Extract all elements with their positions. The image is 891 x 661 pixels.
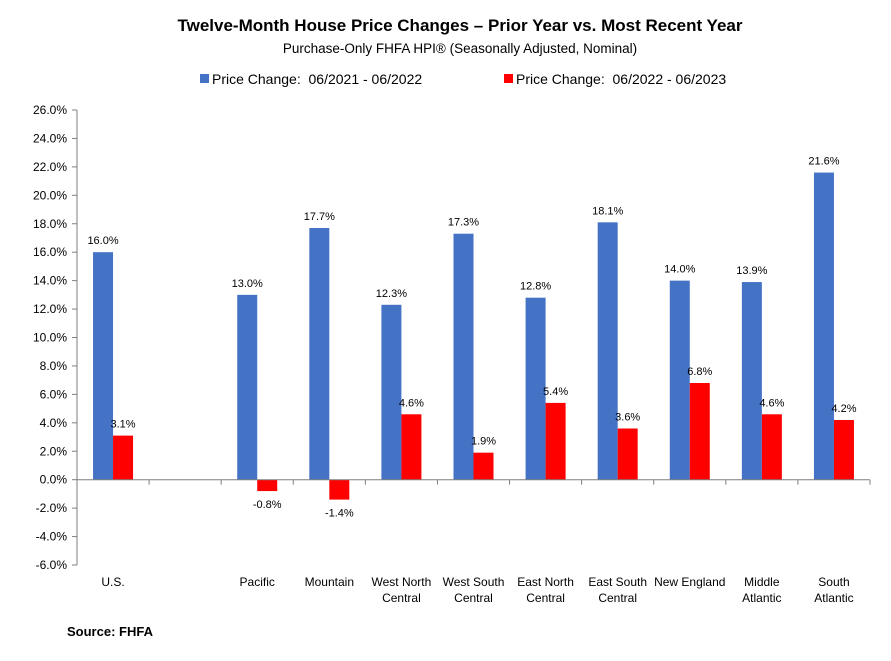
x-category-label: East North — [517, 575, 574, 589]
y-tick-label: 14.0% — [33, 274, 67, 288]
x-category-label: Central — [382, 591, 421, 605]
y-tick-label: 10.0% — [33, 331, 67, 345]
bar-series-2 — [545, 402, 566, 480]
bar-series-1 — [669, 280, 690, 480]
bar-series-2 — [329, 479, 350, 500]
data-label-series-1: 18.1% — [592, 205, 623, 217]
bar-series-2 — [401, 414, 422, 480]
y-tick-label: 22.0% — [33, 160, 67, 174]
data-label-series-1: 13.0% — [232, 278, 263, 290]
data-label-series-2: 4.6% — [759, 397, 784, 409]
y-tick-label: 2.0% — [40, 444, 68, 458]
data-label-series-2: 6.8% — [687, 366, 712, 378]
bar-series-1 — [237, 294, 258, 480]
x-category-label: South — [818, 575, 849, 589]
x-category-label: Central — [598, 591, 637, 605]
x-category-label: Mountain — [305, 575, 354, 589]
bar-series-2 — [617, 428, 638, 480]
y-tick-label: -4.0% — [36, 530, 68, 544]
y-tick-label: 12.0% — [33, 302, 67, 316]
data-label-series-2: 5.4% — [543, 386, 568, 398]
y-tick-label: 4.0% — [40, 416, 68, 430]
y-tick-label: 26.0% — [33, 103, 67, 117]
data-label-series-1: 14.0% — [664, 264, 695, 276]
legend-swatch-series-2 — [504, 74, 513, 83]
y-tick-label: -2.0% — [36, 501, 68, 515]
legend: Price Change: 06/2021 - 06/2022 Price Ch… — [200, 71, 726, 87]
x-category-label: Atlantic — [742, 591, 781, 605]
legend-label-series-1: Price Change: 06/2021 - 06/2022 — [212, 71, 422, 87]
x-category-label: West North — [372, 575, 432, 589]
data-label-series-1: 12.3% — [376, 288, 407, 300]
x-category-label: New England — [654, 575, 725, 589]
chart-title: Twelve-Month House Price Changes – Prior… — [178, 16, 743, 35]
bars — [93, 172, 854, 500]
data-label-series-1: 13.9% — [736, 265, 767, 277]
bar-series-2 — [761, 414, 782, 480]
chart-subtitle: Purchase-Only FHFA HPI® (Seasonally Adju… — [283, 41, 637, 56]
bar-series-1 — [381, 304, 402, 480]
y-tick-label: 8.0% — [40, 359, 68, 373]
legend-swatch-series-1 — [200, 74, 209, 83]
data-label-series-2: -0.8% — [253, 499, 282, 511]
bar-series-1 — [453, 233, 474, 480]
bar-series-2 — [689, 383, 710, 480]
data-label-series-2: -1.4% — [325, 508, 354, 520]
data-label-series-2: 4.2% — [831, 403, 856, 415]
y-tick-label: 6.0% — [40, 387, 68, 401]
x-category-label: Atlantic — [814, 591, 853, 605]
data-label-series-2: 1.9% — [471, 436, 496, 448]
y-tick-label: 24.0% — [33, 131, 67, 145]
legend-label-series-2: Price Change: 06/2022 - 06/2023 — [516, 71, 726, 87]
data-label-series-2: 3.1% — [111, 419, 136, 431]
y-tick-label: 18.0% — [33, 217, 67, 231]
source-note: Source: FHFA — [67, 624, 153, 639]
x-category-label: U.S. — [101, 575, 124, 589]
bar-series-1 — [525, 297, 546, 480]
data-label-series-1: 17.3% — [448, 217, 479, 229]
y-tick-label: 16.0% — [33, 245, 67, 259]
data-label-series-1: 12.8% — [520, 281, 551, 293]
data-labels: 16.0% 13.0% 17.7% 12.3% 17.3% 12.8% 18.1% 14.0%… — [87, 156, 856, 520]
x-category-label: Central — [526, 591, 565, 605]
bar-series-2 — [833, 419, 854, 480]
x-category-label: Central — [454, 591, 493, 605]
x-category-label: Middle — [744, 575, 780, 589]
bar-series-1 — [93, 252, 114, 480]
x-category-label: Pacific — [240, 575, 275, 589]
bar-series-1 — [813, 172, 834, 480]
bar-series-1 — [741, 282, 762, 480]
bar-series-2 — [257, 479, 278, 492]
bar-series-2 — [473, 452, 494, 480]
bar-series-2 — [113, 435, 134, 480]
data-label-series-2: 4.6% — [399, 397, 424, 409]
x-axis: U.S. Pacific Mountain West North Central West… — [76, 479, 871, 605]
y-tick-label: 0.0% — [40, 473, 68, 487]
x-category-label: West South — [443, 575, 505, 589]
y-tick-label: 20.0% — [33, 188, 67, 202]
data-label-series-1: 21.6% — [808, 156, 839, 168]
bar-series-1 — [309, 228, 330, 480]
data-label-series-1: 16.0% — [87, 235, 118, 247]
y-tick-label: -6.0% — [36, 558, 68, 572]
data-label-series-2: 3.6% — [615, 412, 640, 424]
bar-series-1 — [597, 222, 618, 480]
data-label-series-1: 17.7% — [304, 211, 335, 223]
x-category-label: East South — [588, 575, 647, 589]
y-axis: 26.0% 24.0% 22.0% 20.0% 18.0% 16.0% 14.0% 12.0%… — [33, 103, 78, 572]
